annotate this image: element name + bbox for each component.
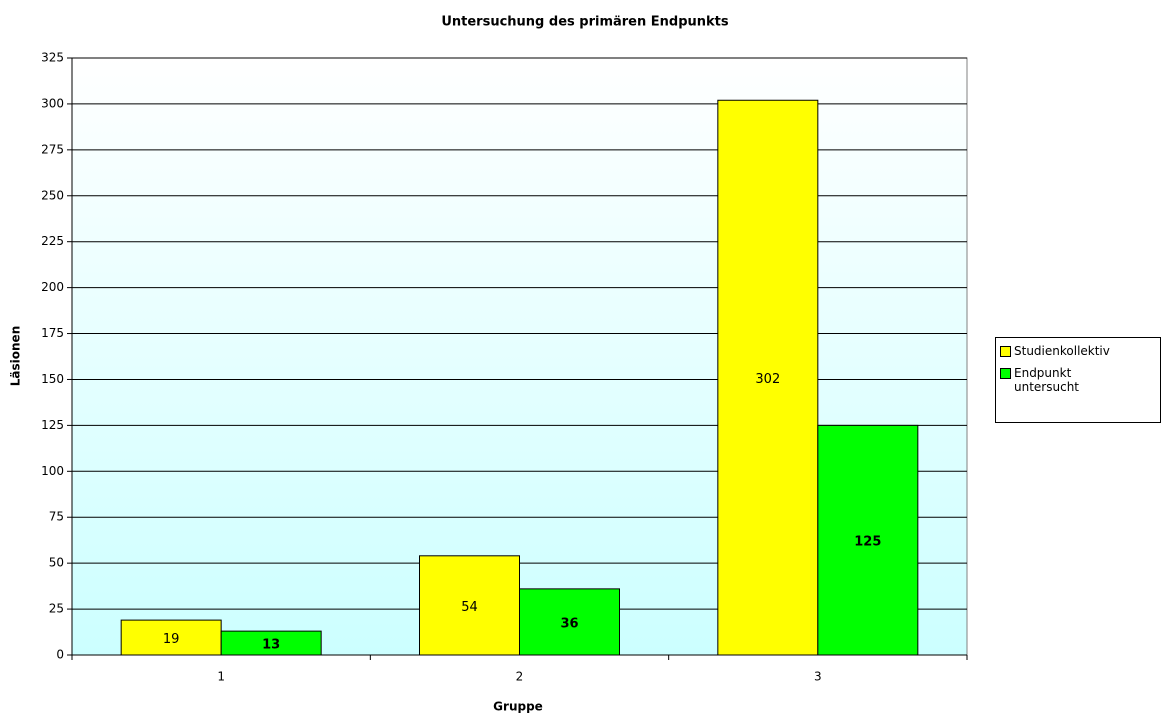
data-label: 125 (854, 535, 881, 550)
y-tick-label: 225 (41, 234, 64, 248)
data-label: 54 (461, 600, 478, 615)
data-label: 36 (560, 616, 578, 631)
chart-title: Untersuchung des primären Endpunkts (441, 15, 729, 30)
data-label: 302 (755, 372, 780, 387)
y-tick-label: 250 (41, 188, 64, 202)
legend-label: Studienkollektiv (1014, 344, 1110, 358)
y-tick-label: 125 (41, 418, 64, 432)
bar (519, 588, 620, 656)
bar (717, 99, 819, 656)
y-tick-label: 75 (49, 510, 64, 524)
x-tick-label: 2 (516, 670, 524, 684)
y-tick-label: 175 (41, 326, 64, 340)
x-axis-title: Gruppe (493, 700, 543, 714)
y-axis-title: Läsionen (9, 326, 23, 386)
y-tick-label: 325 (41, 51, 64, 65)
y-tick-label: 150 (41, 372, 64, 386)
x-tick-label: 3 (814, 670, 822, 684)
legend: Studienkollektiv Endpunkt untersucht (995, 337, 1161, 423)
y-tick-label: 275 (41, 142, 64, 156)
bar (120, 619, 222, 656)
bar (220, 630, 322, 656)
y-tick-label: 25 (49, 602, 64, 616)
bar (419, 555, 520, 656)
bar (817, 424, 919, 656)
legend-swatch (1000, 368, 1011, 379)
legend-item: Endpunkt untersucht (1000, 366, 1156, 394)
x-tick-label: 1 (217, 670, 225, 684)
legend-label: Endpunkt untersucht (1014, 366, 1079, 394)
y-tick-label: 0 (56, 648, 64, 662)
y-tick-label: 300 (41, 96, 64, 110)
y-tick-label: 200 (41, 280, 64, 294)
y-tick-label: 50 (49, 556, 64, 570)
data-label: 13 (262, 638, 280, 653)
legend-item: Studienkollektiv (1000, 344, 1156, 358)
y-tick-label: 100 (41, 464, 64, 478)
legend-swatch (1000, 346, 1011, 357)
data-label: 19 (163, 632, 180, 647)
